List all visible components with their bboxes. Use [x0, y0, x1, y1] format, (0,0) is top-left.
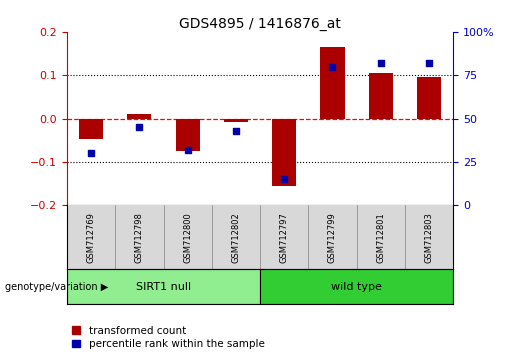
Text: GSM712799: GSM712799 — [328, 212, 337, 263]
Bar — [176, 119, 200, 151]
Text: GSM712797: GSM712797 — [280, 212, 289, 263]
Point — [280, 176, 288, 182]
Bar — [79, 119, 103, 139]
Text: GSM712803: GSM712803 — [424, 212, 434, 263]
Text: GSM712801: GSM712801 — [376, 212, 385, 263]
Legend: transformed count, percentile rank within the sample: transformed count, percentile rank withi… — [72, 326, 265, 349]
Bar — [417, 78, 441, 119]
Bar — [272, 119, 296, 186]
Bar — [260, 269, 453, 304]
Title: GDS4895 / 1416876_at: GDS4895 / 1416876_at — [179, 17, 341, 31]
Bar — [369, 73, 393, 119]
Text: wild type: wild type — [331, 282, 382, 292]
Bar — [67, 269, 260, 304]
Point — [329, 64, 337, 69]
Text: GSM712802: GSM712802 — [231, 212, 241, 263]
Text: GSM712769: GSM712769 — [87, 212, 96, 263]
Point — [135, 124, 144, 130]
Bar — [224, 119, 248, 122]
Text: GSM712800: GSM712800 — [183, 212, 192, 263]
Point — [425, 60, 433, 66]
Point — [232, 128, 240, 133]
Text: genotype/variation ▶: genotype/variation ▶ — [5, 282, 108, 292]
Point — [87, 150, 95, 156]
Point — [183, 147, 192, 153]
Bar — [320, 47, 345, 119]
Bar — [127, 114, 151, 119]
Point — [376, 60, 385, 66]
Text: GSM712798: GSM712798 — [135, 212, 144, 263]
Text: SIRT1 null: SIRT1 null — [136, 282, 191, 292]
